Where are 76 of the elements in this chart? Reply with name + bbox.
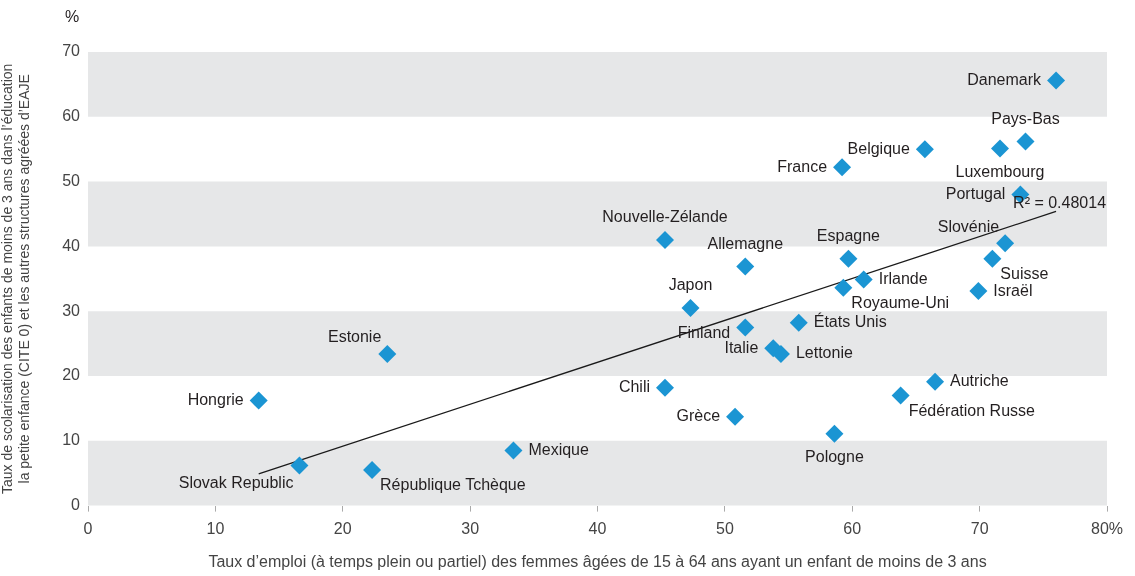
x-tick-label: 40 — [588, 519, 607, 537]
point — [290, 456, 309, 475]
point — [378, 344, 397, 363]
point — [1016, 132, 1035, 151]
point — [926, 372, 945, 391]
annotation: Suisse — [1000, 265, 1049, 283]
annotation: Italie — [724, 338, 759, 356]
x-tick-label: 30 — [461, 519, 480, 537]
annotation: Autriche — [950, 372, 1009, 390]
y-tick-label: 70 — [62, 42, 81, 60]
point — [839, 249, 858, 268]
x-tick-label: 50 — [715, 519, 734, 537]
point — [656, 378, 675, 397]
y-tick-label: 60 — [62, 107, 81, 125]
point — [833, 158, 852, 177]
point — [825, 424, 844, 443]
point — [834, 278, 853, 297]
annotation: Espagne — [816, 227, 881, 245]
point — [736, 257, 755, 276]
annotation: Grèce — [676, 407, 721, 425]
point — [363, 460, 382, 479]
annotation: République Tchèque — [380, 476, 526, 494]
point — [996, 234, 1015, 253]
annotation: Estonie — [327, 328, 382, 346]
annotation: Slovak Republic — [178, 473, 294, 491]
annotation: Fédération Russe — [908, 401, 1036, 419]
x-tick-label: 70 — [970, 519, 989, 537]
annotation: Finland — [677, 323, 731, 341]
annotation: Belgique — [847, 139, 910, 157]
point — [915, 140, 934, 159]
annotation: Irlande — [878, 269, 928, 287]
y-tick-label: 40 — [62, 236, 81, 254]
point — [1047, 71, 1066, 90]
point — [789, 313, 808, 332]
annotation: Danemark — [967, 70, 1043, 88]
annotation: Pologne — [805, 448, 864, 466]
x-tick-label: 60 — [843, 519, 862, 537]
annotation: Luxembourg — [955, 162, 1045, 180]
y-tick-label: 30 — [62, 301, 81, 319]
point — [726, 407, 745, 426]
point — [736, 318, 755, 337]
point — [991, 139, 1010, 158]
x-tick-label: 10 — [206, 519, 225, 537]
annotation: Slovénie — [937, 217, 1000, 235]
y-tick-label: 20 — [62, 366, 81, 384]
y-axis-title: Taux de scolarisation des enfants de moins de 3 ans dans l’éducation la petite enfance (CITE 0) et les autres structures agréées d’EAJE — [0, 63, 33, 494]
annotation: Portugal — [945, 184, 1006, 202]
annotation: R² = 0.48014 — [1013, 193, 1107, 211]
y-tick-label: 50 — [62, 172, 81, 190]
point — [969, 282, 988, 301]
annotation: Lettonie — [795, 344, 853, 362]
annotation: France — [777, 157, 828, 175]
y-tick-label: 0 — [71, 496, 81, 514]
x-tick-label: 20 — [333, 519, 352, 537]
annotation: Pays-Bas — [991, 109, 1060, 127]
annotation: Royaume-Uni — [851, 294, 950, 312]
annotation: Nouvelle-Zélande — [602, 208, 728, 226]
annotation: Israël — [993, 281, 1033, 299]
annotation: États Unis — [813, 312, 887, 331]
x-tick-label: 80% — [1090, 519, 1124, 537]
annotation: Chili — [618, 378, 651, 396]
annotation: Japon — [668, 276, 713, 294]
text: % — [64, 8, 80, 26]
annotation: Allemagne — [707, 234, 784, 252]
point — [854, 270, 873, 289]
y-tick-label: 10 — [62, 431, 81, 449]
annotation: Hongrie — [187, 391, 244, 409]
x-axis-title: Taux d’emploi (à temps plein ou partiel) des femmes âgées de 15 à 64 ans ayant un enfant de moins de 3 ans — [208, 552, 987, 570]
point — [249, 391, 268, 410]
point — [656, 230, 675, 249]
point — [504, 441, 523, 460]
x-tick-label: 0 — [83, 519, 93, 537]
annotation: Mexique — [528, 440, 590, 458]
point — [891, 386, 910, 405]
point — [681, 298, 700, 317]
point — [983, 249, 1002, 268]
